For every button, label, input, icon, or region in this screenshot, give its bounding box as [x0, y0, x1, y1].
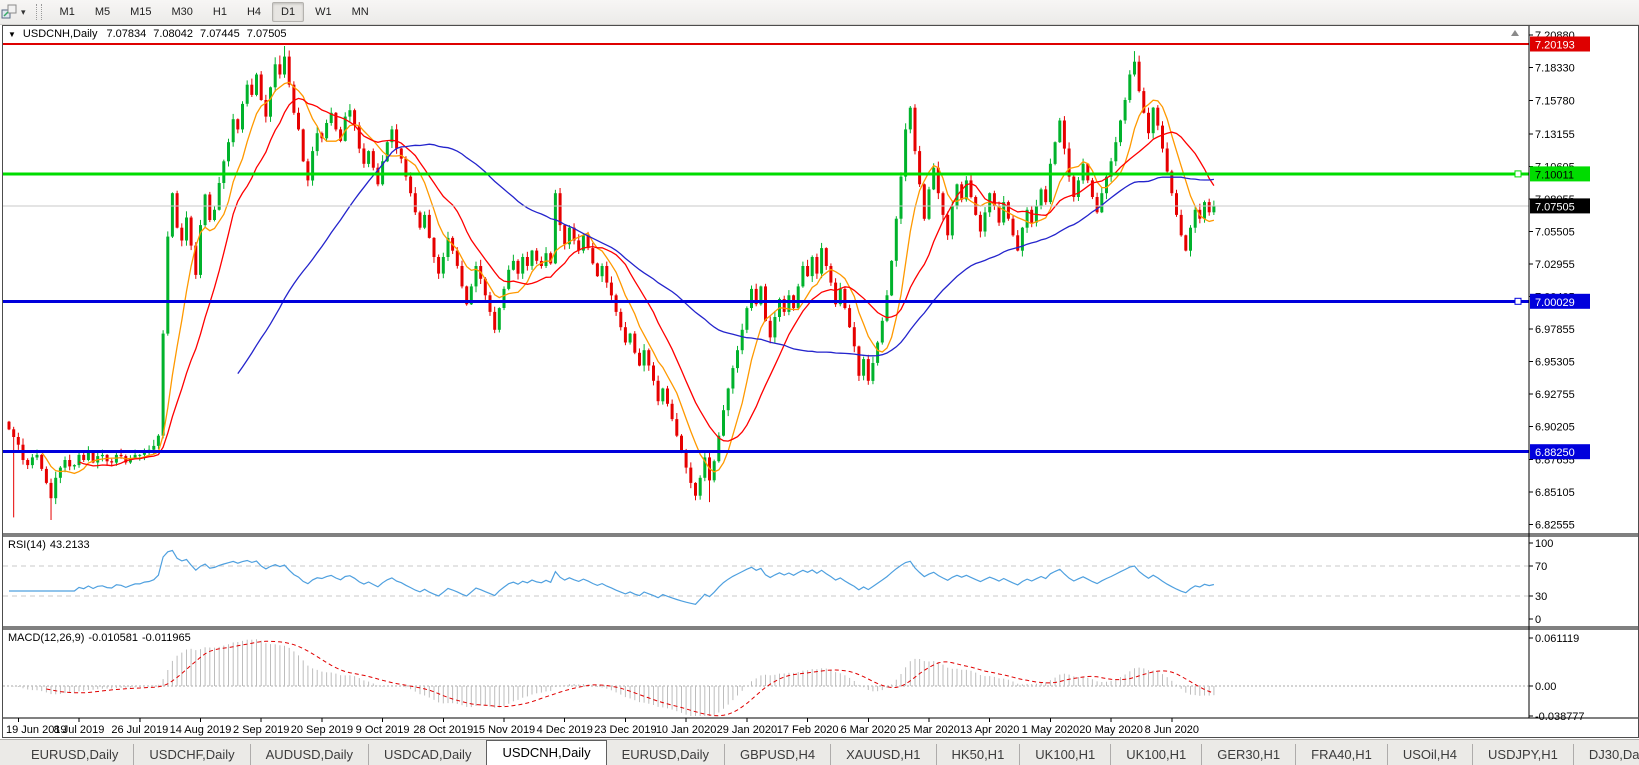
svg-text:20 Sep 2019: 20 Sep 2019 [291, 724, 353, 736]
svg-text:28 Oct 2019: 28 Oct 2019 [413, 724, 473, 736]
svg-text:19 Jun 2019: 19 Jun 2019 [6, 724, 67, 736]
svg-text:6.95305: 6.95305 [1535, 357, 1575, 369]
tab-eurusd-daily-2[interactable]: EURUSD,Daily [607, 744, 725, 765]
timeframe-m15[interactable]: M15 [130, 6, 152, 18]
chart-canvas[interactable]: 7.208807.183307.157807.131557.106057.080… [3, 26, 1638, 737]
svg-text:2 Sep 2019: 2 Sep 2019 [233, 724, 289, 736]
svg-text:9 Oct 2019: 9 Oct 2019 [356, 724, 410, 736]
svg-text:6.90205: 6.90205 [1535, 422, 1575, 434]
svg-text:7.05505: 7.05505 [1535, 226, 1575, 238]
timeframe-m5[interactable]: M5 [94, 6, 111, 18]
svg-text:0.00: 0.00 [1535, 681, 1556, 693]
tab-dj30-daily[interactable]: DJ30,Daily [1574, 744, 1639, 765]
svg-text:6.82555: 6.82555 [1535, 519, 1575, 531]
svg-text:8 Jul 2019: 8 Jul 2019 [54, 724, 105, 736]
toolbar-grip[interactable] [35, 4, 42, 20]
timeframe-d1[interactable]: D1 [272, 2, 305, 22]
tab-audusd-daily[interactable]: AUDUSD,Daily [251, 744, 370, 765]
svg-text:0.061119: 0.061119 [1535, 633, 1579, 645]
tab-xauusd-h1[interactable]: XAUUSD,H1 [831, 744, 937, 765]
svg-text:8 Jun 2020: 8 Jun 2020 [1145, 724, 1199, 736]
symbol-tabbar: EURUSD,Daily USDCHF,Daily AUDUSD,Daily U… [0, 739, 1639, 765]
ohlc-close: 7.07505 [246, 28, 287, 40]
svg-text:1 May 2020: 1 May 2020 [1022, 724, 1079, 736]
tab-ger30-h1[interactable]: GER30,H1 [1202, 744, 1297, 765]
svg-text:6.92755: 6.92755 [1535, 389, 1575, 401]
svg-text:7.18330: 7.18330 [1535, 63, 1575, 75]
svg-text:0: 0 [1535, 614, 1541, 626]
tab-uk100-h1-2[interactable]: UK100,H1 [1111, 744, 1203, 765]
timeframe-h1[interactable]: H1 [212, 6, 227, 18]
svg-text:7.15780: 7.15780 [1535, 95, 1575, 107]
svg-text:14 Aug 2019: 14 Aug 2019 [170, 724, 232, 736]
svg-text:6.97855: 6.97855 [1535, 324, 1575, 336]
chart-scroll-icon [1511, 30, 1519, 36]
timeframe-h4[interactable]: H4 [246, 6, 262, 18]
svg-text:-0.038777: -0.038777 [1535, 711, 1585, 723]
tab-fra40-h1[interactable]: FRA40,H1 [1296, 744, 1388, 765]
svg-text:7.13155: 7.13155 [1535, 129, 1575, 141]
tab-uk100-h1-1[interactable]: UK100,H1 [1020, 744, 1112, 765]
svg-text:6.88250: 6.88250 [1535, 447, 1575, 459]
svg-text:23 Dec 2019: 23 Dec 2019 [594, 724, 656, 736]
svg-text:7.00029: 7.00029 [1535, 297, 1575, 309]
timeframe-mn[interactable]: MN [351, 6, 369, 18]
rsi-value: 43.2133 [49, 539, 90, 551]
tab-usdcad-daily[interactable]: USDCAD,Daily [369, 744, 488, 765]
symbol-period-label: USDCNH,Daily [22, 28, 98, 40]
timeframe-m1[interactable]: M1 [59, 6, 75, 18]
ohlc-open: 7.07834 [106, 28, 147, 40]
tab-eurusd-daily-1[interactable]: EURUSD,Daily [16, 744, 135, 765]
svg-text:4 Dec 2019: 4 Dec 2019 [537, 724, 593, 736]
macd-signal: -0.011965 [141, 632, 191, 644]
rsi-name: RSI(14) [8, 539, 46, 551]
tab-usdjpy-h1[interactable]: USDJPY,H1 [1473, 744, 1574, 765]
svg-text:70: 70 [1535, 561, 1547, 573]
timeframe-m30[interactable]: M30 [171, 6, 193, 18]
svg-text:7.20193: 7.20193 [1535, 40, 1575, 52]
rsi-indicator-label: RSI(14) 43.2133 [8, 539, 94, 551]
svg-text:6.85105: 6.85105 [1535, 487, 1575, 499]
tab-gbpusd-h4[interactable]: GBPUSD,H4 [725, 744, 832, 765]
svg-text:30: 30 [1535, 591, 1547, 603]
chart-tool-icon[interactable] [1, 3, 19, 21]
dropdown-caret-icon[interactable]: ▾ [21, 6, 26, 17]
svg-text:15 Nov 2019: 15 Nov 2019 [473, 724, 535, 736]
svg-text:6 Mar 2020: 6 Mar 2020 [840, 724, 896, 736]
tab-hk50-h1[interactable]: HK50,H1 [937, 744, 1021, 765]
tab-usoil-h4[interactable]: USOil,H4 [1388, 744, 1474, 765]
ohlc-low: 7.07445 [200, 28, 240, 40]
macd-main: -0.010581 [88, 632, 138, 644]
chart-collapse-icon[interactable]: ▼ [8, 29, 16, 39]
svg-text:26 Jul 2019: 26 Jul 2019 [111, 724, 168, 736]
chart-window: 7.208807.183307.157807.131557.106057.080… [2, 25, 1639, 738]
svg-text:25 Mar 2020: 25 Mar 2020 [898, 724, 960, 736]
macd-indicator-label: MACD(12,26,9) -0.010581 -0.011965 [8, 632, 195, 644]
tab-usdchf-daily[interactable]: USDCHF,Daily [134, 744, 251, 765]
timeframe-w1[interactable]: W1 [315, 6, 332, 18]
toolbar: ▾ M1 M5 M15 M30 H1 H4 D1 W1 MN [0, 0, 1639, 25]
svg-text:17 Feb 2020: 17 Feb 2020 [777, 724, 839, 736]
chart-header: ▼ USDCNH,Daily 7.07834 7.08042 7.07445 7… [8, 28, 287, 40]
svg-text:29 Jan 2020: 29 Jan 2020 [717, 724, 778, 736]
svg-text:13 Apr 2020: 13 Apr 2020 [960, 724, 1019, 736]
svg-text:10 Jan 2020: 10 Jan 2020 [656, 724, 717, 736]
tab-usdcnh-daily[interactable]: USDCNH,Daily [486, 740, 607, 765]
svg-text:7.02955: 7.02955 [1535, 259, 1575, 271]
macd-name: MACD(12,26,9) [8, 632, 85, 644]
svg-text:7.07505: 7.07505 [1535, 201, 1575, 213]
svg-text:7.10011: 7.10011 [1535, 169, 1574, 181]
svg-text:20 May 2020: 20 May 2020 [1079, 724, 1143, 736]
svg-text:100: 100 [1535, 538, 1553, 550]
ohlc-high: 7.08042 [153, 28, 194, 40]
